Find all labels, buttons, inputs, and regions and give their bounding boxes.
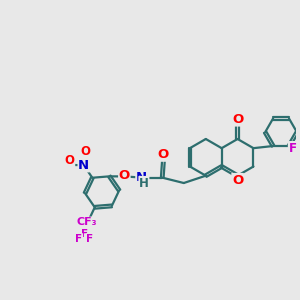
- Text: O: O: [158, 148, 169, 161]
- Text: N: N: [136, 171, 147, 184]
- Text: F: F: [86, 234, 93, 244]
- Text: O: O: [232, 174, 243, 187]
- Text: O: O: [80, 146, 90, 158]
- Text: H: H: [139, 176, 149, 190]
- Text: O: O: [232, 113, 243, 126]
- Text: CF₃: CF₃: [76, 217, 97, 227]
- Text: F: F: [75, 234, 82, 244]
- Text: O: O: [65, 154, 75, 166]
- Text: F: F: [81, 229, 88, 239]
- Text: N: N: [78, 159, 89, 172]
- Text: F: F: [288, 142, 296, 154]
- Text: O: O: [119, 169, 130, 182]
